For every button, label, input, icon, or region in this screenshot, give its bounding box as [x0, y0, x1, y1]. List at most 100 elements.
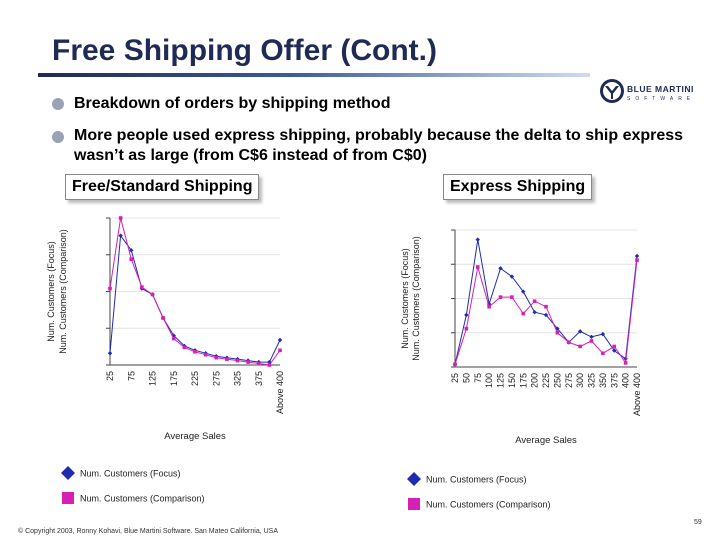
title-divider: [38, 73, 590, 77]
x-tick-label: 325: [233, 371, 243, 386]
data-point: [601, 351, 605, 356]
legend-marker-diamond: [407, 472, 421, 486]
data-point: [203, 352, 208, 357]
data-point: [267, 363, 272, 367]
x-tick-label: 250: [552, 373, 562, 388]
legend-label: Num. Customers (Focus): [426, 475, 527, 485]
data-point: [612, 344, 617, 349]
series-line: [454, 260, 638, 365]
x-tick-label: 75: [126, 371, 136, 381]
data-point: [509, 274, 515, 279]
free-shipping-chart-panel: Num. Customers (Focus) Num. Customers (Co…: [40, 185, 302, 507]
data-point: [193, 349, 197, 354]
x-tick-label: 375: [609, 373, 619, 388]
logo-text: BLUE MARTINI: [627, 84, 694, 94]
data-point: [150, 292, 155, 297]
slide-title: Free Shipping Offer (Cont.): [52, 34, 437, 67]
x-tick-label: Above 400: [275, 371, 285, 414]
x-tick-label: 175: [518, 373, 528, 388]
x-tick-label: 100: [484, 373, 494, 388]
x-tick-label: 300: [575, 373, 585, 388]
data-point: [464, 326, 469, 331]
data-point: [161, 316, 165, 320]
x-axis-label: Average Sales: [515, 435, 577, 446]
data-point: [521, 289, 526, 294]
data-point: [182, 345, 187, 350]
copyright-notice: © Copyright 2003, Ronny Kohavi, Blue Mar…: [18, 528, 279, 535]
x-tick-label: Above 400: [632, 373, 642, 416]
data-point: [498, 266, 503, 271]
x-tick-label: 175: [169, 371, 179, 386]
data-point: [246, 360, 250, 364]
x-tick-label: 150: [507, 373, 517, 388]
x-tick-label: 125: [148, 371, 158, 386]
data-point: [278, 348, 282, 353]
data-point: [487, 304, 491, 309]
legend-marker-square: [62, 492, 74, 504]
data-point: [577, 329, 583, 334]
data-point: [589, 334, 594, 340]
x-tick-label: 400: [621, 373, 631, 388]
data-point: [256, 361, 261, 366]
x-tick-label: 225: [190, 371, 200, 386]
data-point: [578, 344, 582, 349]
page-number: 59: [694, 519, 702, 526]
data-point: [510, 295, 514, 299]
data-point: [140, 285, 144, 289]
company-logo: [600, 79, 624, 103]
free-shipping-chart-title: Free/Standard Shipping: [65, 174, 260, 200]
x-tick-label: 325: [587, 373, 597, 388]
x-tick-label: 25: [450, 373, 460, 383]
express-shipping-chart-title: Express Shipping: [443, 174, 593, 200]
data-point: [589, 339, 594, 343]
data-point: [532, 310, 537, 315]
data-point: [277, 337, 283, 343]
express-shipping-chart-panel: Num. Customers (Focus) Num. Customers (Co…: [400, 195, 650, 517]
x-tick-label: 275: [211, 371, 221, 386]
data-point: [475, 265, 480, 269]
legend-label: Num. Customers (Comparison): [80, 494, 205, 504]
data-point: [214, 355, 219, 360]
data-point: [543, 312, 549, 318]
bullet-text-2: More people used express shipping, proba…: [74, 127, 684, 164]
data-point: [532, 299, 537, 304]
data-point: [235, 358, 240, 363]
free-shipping-chart: Num. Customers (Focus) Num. Customers (Co…: [46, 216, 285, 504]
bullet-marker: [52, 131, 64, 143]
data-point: [521, 311, 526, 316]
data-point: [555, 330, 560, 335]
x-tick-label: 275: [564, 373, 574, 388]
x-tick-label: 375: [254, 371, 264, 386]
data-point: [118, 216, 123, 220]
express-shipping-chart: Num. Customers (Focus) Num. Customers (Co…: [400, 229, 642, 510]
x-axis-label: Average Sales: [164, 431, 226, 442]
data-point: [635, 258, 639, 262]
bullet-marker: [52, 98, 64, 110]
data-point: [498, 295, 503, 299]
bullet-text-1: Breakdown of orders by shipping method: [74, 95, 391, 112]
legend-label: Num. Customers (Comparison): [426, 500, 551, 510]
y-axis-label: Num. Customers (Focus): [400, 248, 410, 349]
data-point: [566, 340, 571, 345]
series-line: [454, 239, 638, 365]
data-point: [267, 359, 272, 365]
data-point: [475, 237, 480, 242]
data-point: [107, 351, 113, 356]
data-point: [600, 331, 606, 337]
x-tick-label: 75: [473, 373, 483, 383]
data-point: [129, 257, 134, 261]
data-point: [634, 253, 640, 259]
data-point: [464, 312, 469, 318]
data-point: [612, 348, 617, 353]
data-point: [171, 336, 176, 341]
logo-subtext: SOFTWARE: [627, 96, 696, 102]
legend-marker-diamond: [61, 466, 75, 480]
data-point: [129, 248, 134, 253]
x-tick-label: 200: [530, 373, 540, 388]
y-axis-label: Num. Customers (Comparison): [58, 229, 68, 354]
data-point: [544, 304, 548, 309]
legend-label: Num. Customers (Focus): [80, 469, 181, 479]
x-tick-label: 50: [461, 373, 471, 383]
data-point: [108, 286, 112, 291]
data-point: [623, 361, 628, 365]
